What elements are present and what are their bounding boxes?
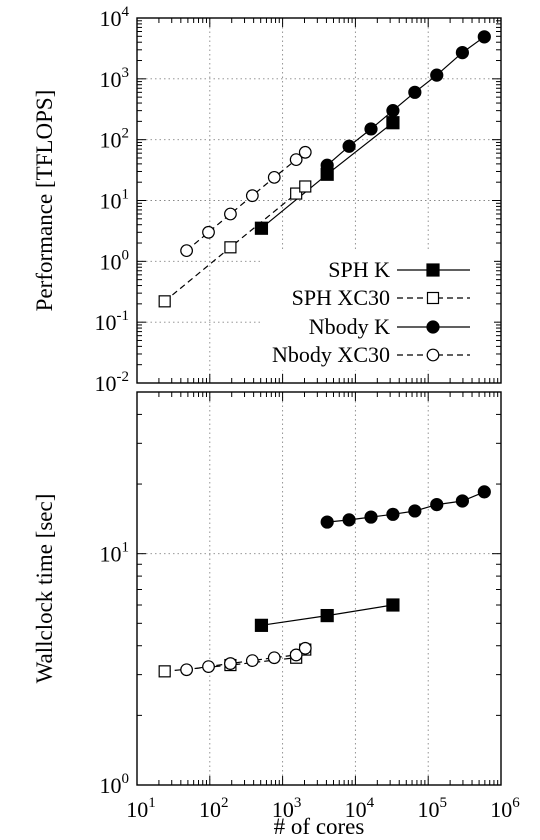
- wallclock-y-tick-label: 101: [100, 540, 130, 567]
- performance-data-point: [254, 221, 269, 235]
- performance-data-point: [224, 207, 237, 221]
- wallclock-data-point: [408, 504, 422, 518]
- performance-data-point: [320, 158, 334, 172]
- performance-data-point: [267, 170, 281, 184]
- wallclock-ticks: [136, 391, 501, 786]
- wallclock-data-point: [180, 663, 193, 677]
- legend-marker: [426, 263, 440, 277]
- performance-y-tick-label: 100: [100, 247, 130, 274]
- legend: SPH K SPH XC30 Nbody K Nbody XC30: [262, 252, 494, 370]
- performance-plot-frame: [136, 17, 502, 384]
- performance-ticks: [136, 17, 501, 384]
- x-tick-label: 104: [345, 795, 375, 822]
- performance-data-point: [364, 122, 378, 136]
- wallclock-series-sph-k: [254, 598, 400, 632]
- legend-label: SPH K: [328, 257, 390, 282]
- wallclock-data-point: [386, 507, 400, 521]
- performance-y-tick-label: 104: [100, 4, 130, 31]
- wallclock-y-axis-title: Wallclock time [sec]: [32, 494, 57, 684]
- wallclock-y-tick-label: 100: [100, 771, 130, 798]
- wallclock-plot-frame: [136, 391, 502, 786]
- performance-data-point: [245, 189, 259, 203]
- performance-series-nbody-xc30: [180, 145, 312, 258]
- performance-y-tick-label: 10-2: [95, 369, 130, 396]
- performance-series-nbody-k: [320, 30, 491, 172]
- wallclock-data-point: [320, 515, 334, 529]
- performance-data-point: [299, 180, 312, 193]
- performance-y-tick-label: 101: [100, 187, 130, 214]
- x-tick-label: 105: [417, 795, 447, 822]
- performance-data-point: [202, 225, 215, 239]
- legend-label: SPH XC30: [292, 285, 390, 310]
- legend-marker: [426, 348, 440, 362]
- performance-data-point: [158, 295, 171, 308]
- wallclock-data-point: [254, 618, 269, 632]
- legend-background: [262, 252, 494, 370]
- x-tick-label: 106: [490, 795, 520, 822]
- performance-data-point: [477, 30, 491, 44]
- wallclock-data-point: [320, 608, 334, 623]
- x-tick-label: 101: [126, 795, 156, 822]
- performance-panel: 10-2 10-1 100 101 102 103 104 Performance [TFLO…: [32, 4, 502, 396]
- performance-y-tick-label: 10-1: [95, 308, 130, 335]
- wallclock-series-nbody-xc30: [180, 641, 312, 677]
- performance-series-sph-xc30: [158, 180, 312, 308]
- wallclock-series-nbody-k: [320, 485, 491, 529]
- performance-data-point: [430, 68, 444, 82]
- performance-data-point: [386, 116, 400, 130]
- wallclock-data-point: [224, 657, 237, 670]
- performance-data-point: [408, 85, 422, 99]
- performance-data-point: [386, 104, 400, 118]
- x-tick-label: 102: [199, 795, 229, 822]
- performance-data-point: [289, 153, 303, 167]
- wallclock-data-point: [245, 654, 259, 667]
- performance-data-point: [298, 145, 312, 159]
- wallclock-data-point: [455, 494, 469, 508]
- x-axis-title: # of cores: [274, 814, 365, 839]
- wallclock-data-point: [298, 641, 312, 655]
- performance-y-axis-title: Performance [TFLOPS]: [32, 90, 57, 312]
- legend-marker: [426, 320, 440, 334]
- legend-marker: [426, 291, 440, 305]
- wallclock-grid: [137, 392, 501, 785]
- wallclock-data-point: [158, 665, 171, 678]
- wallclock-data-point: [386, 598, 400, 612]
- wallclock-data-point: [430, 498, 444, 512]
- performance-y-tick-label: 103: [100, 65, 130, 92]
- wallclock-data-point: [364, 510, 378, 524]
- legend-label: Nbody K: [309, 314, 390, 339]
- wallclock-data-point: [477, 485, 491, 499]
- performance-data-point: [342, 139, 356, 153]
- performance-data-point: [455, 45, 469, 60]
- wallclock-data-point: [202, 660, 215, 673]
- wallclock-data-point: [267, 651, 281, 665]
- performance-data-point: [290, 187, 303, 200]
- wallclock-data-point: [289, 648, 303, 662]
- performance-data-point: [180, 244, 193, 258]
- performance-y-tick-label: 102: [100, 126, 130, 153]
- legend-label: Nbody XC30: [272, 342, 390, 367]
- wallclock-data-point: [342, 513, 356, 527]
- performance-data-point: [224, 241, 237, 254]
- x-tick-label: 103: [272, 795, 302, 822]
